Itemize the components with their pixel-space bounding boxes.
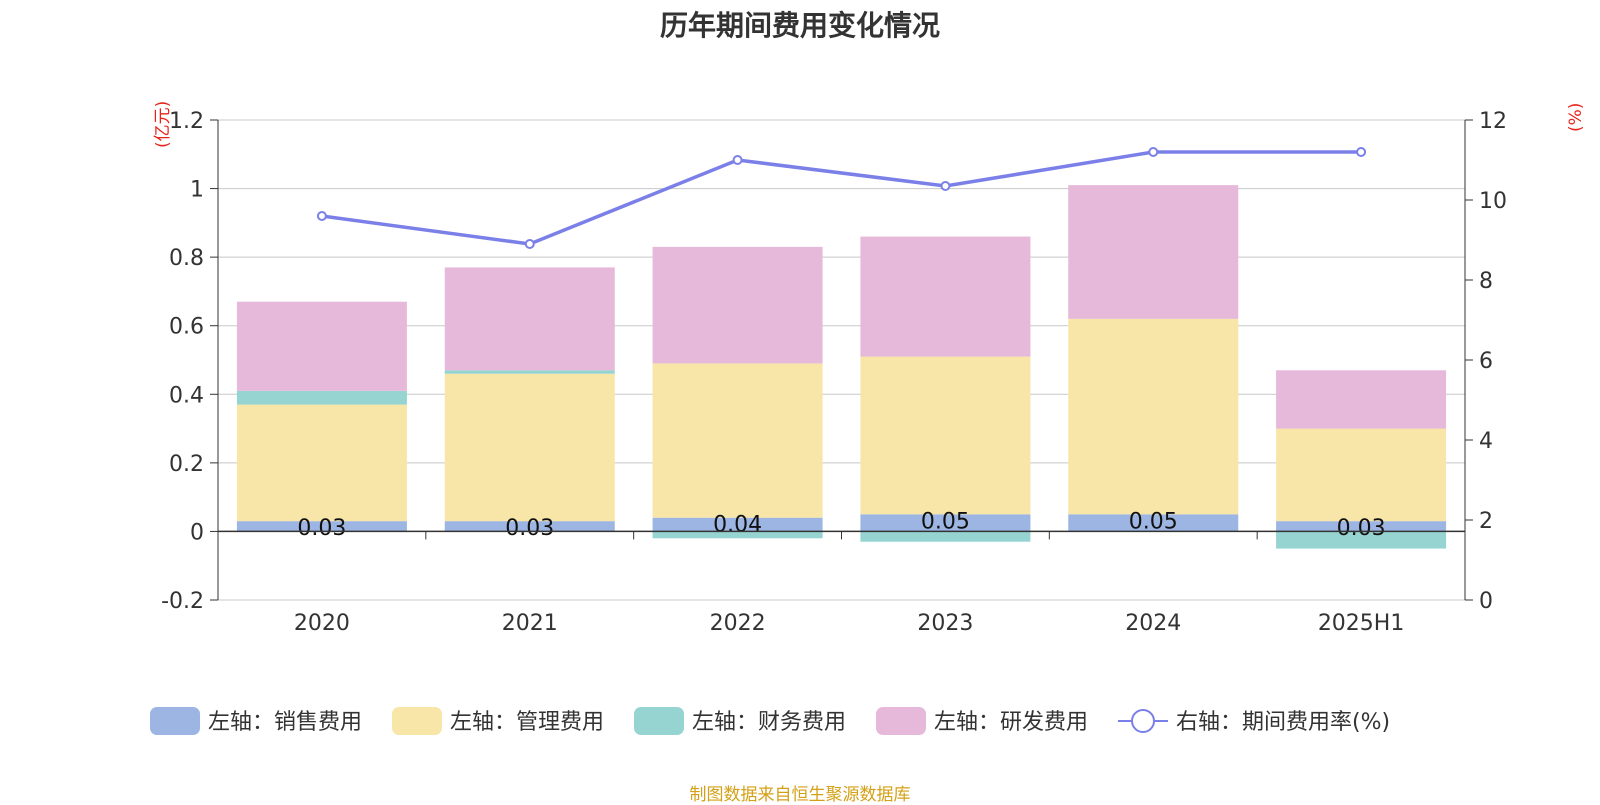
bar-segment-4 [652,246,823,364]
x-axis-category-label: 2020 [294,611,350,636]
bar-segment-2 [1276,428,1447,522]
expense-rate-point [524,239,535,249]
left-axis-tick-label: 1 [190,178,204,203]
x-axis-category-label: 2024 [1125,611,1181,636]
left-axis-tick-label: 0 [190,520,204,545]
left-axis-tick-label: 0.6 [169,315,204,340]
bar-segment-2 [652,363,823,518]
legend-label: 左轴：研发费用 [934,710,1088,735]
bar-segment-4 [860,236,1031,357]
bar-segment-1 [652,517,823,532]
bar-segment-3 [236,390,407,405]
expense-rate-point [1356,147,1367,157]
right-axis-tick-label: 0 [1479,589,1493,614]
left-axis-tick-label: 1.2 [169,109,204,134]
left-axis-tick-label: 0.8 [169,246,204,271]
expense-rate-point [732,155,743,165]
right-axis-tick-label: 6 [1479,349,1493,374]
gridlines: -0.2 0 0.2 0.4 0.6 0.8 1 1.2 [161,109,1465,614]
bar-segment-4 [236,301,407,391]
data-source-note: 制图数据来自恒生聚源数据库 [689,785,911,805]
right-axis-tick-label: 10 [1479,189,1507,214]
bar-segment-1 [860,514,1031,532]
legend-label: 右轴：期间费用率(%) [1176,710,1390,735]
data-label: 0.04 [713,513,762,538]
legend-marker-swatch [1131,709,1155,733]
legend: 左轴：销售费用 左轴：管理费用 左轴：财务费用 左轴：研发费用 右轴：期间费用率(%) [150,707,1390,735]
data-label: 0.05 [921,509,970,534]
x-axis-category-label: 2021 [502,611,558,636]
data-label: 0.03 [1337,516,1386,541]
bar-segment-2 [860,356,1031,515]
right-axis-tick-label: 2 [1479,509,1493,534]
expense-rate-line [321,150,1362,246]
expense-rate-point [316,211,327,221]
bar-segment-1 [444,521,615,532]
bar-segment-4 [1068,185,1239,319]
right-axis-tick-label: 12 [1479,109,1507,134]
legend-label: 左轴：财务费用 [692,710,846,735]
bar-segment-1 [1276,521,1447,532]
legend-label: 左轴：销售费用 [208,710,362,735]
bar-segment-4 [444,267,615,371]
legend-swatch [392,707,442,735]
left-axis-tick-label: 0.4 [169,383,204,408]
bar-segment-2 [236,404,407,522]
x-axis-category-label: 2025H1 [1318,611,1405,636]
bar-segment-4 [1276,370,1447,429]
left-axis-tick-label: -0.2 [161,589,204,614]
left-axis-tick-label: 0.2 [169,452,204,477]
right-axis-tick-label: 8 [1479,269,1493,294]
legend-swatch [876,707,926,735]
x-axis-category-label: 2023 [917,611,973,636]
right-axis-tick-label: 4 [1479,429,1493,454]
chart-title: 历年期间费用变化情况 [659,9,940,42]
expense-rate-point [1148,147,1159,157]
legend-label: 左轴：管理费用 [450,710,604,735]
data-label: 0.03 [505,516,554,541]
bar-segment-3 [444,370,615,374]
expense-rate-point [940,181,951,191]
bar-segment-3 [1276,531,1447,549]
bar-segment-3 [652,531,823,539]
bar-segment-2 [1068,318,1239,515]
bar-segment-1 [236,521,407,532]
data-label: 0.03 [297,516,346,541]
legend-swatch [150,707,200,735]
bar-segment-3 [860,531,1031,542]
data-label: 0.05 [1129,509,1178,534]
bar-stacks: 0.03 0.03 0.04 0.05 0.05 0.03 [236,185,1447,549]
bar-segment-2 [444,373,615,522]
x-axis-category-label: 2022 [710,611,766,636]
bar-segment-1 [1068,514,1239,532]
legend-swatch [634,707,684,735]
